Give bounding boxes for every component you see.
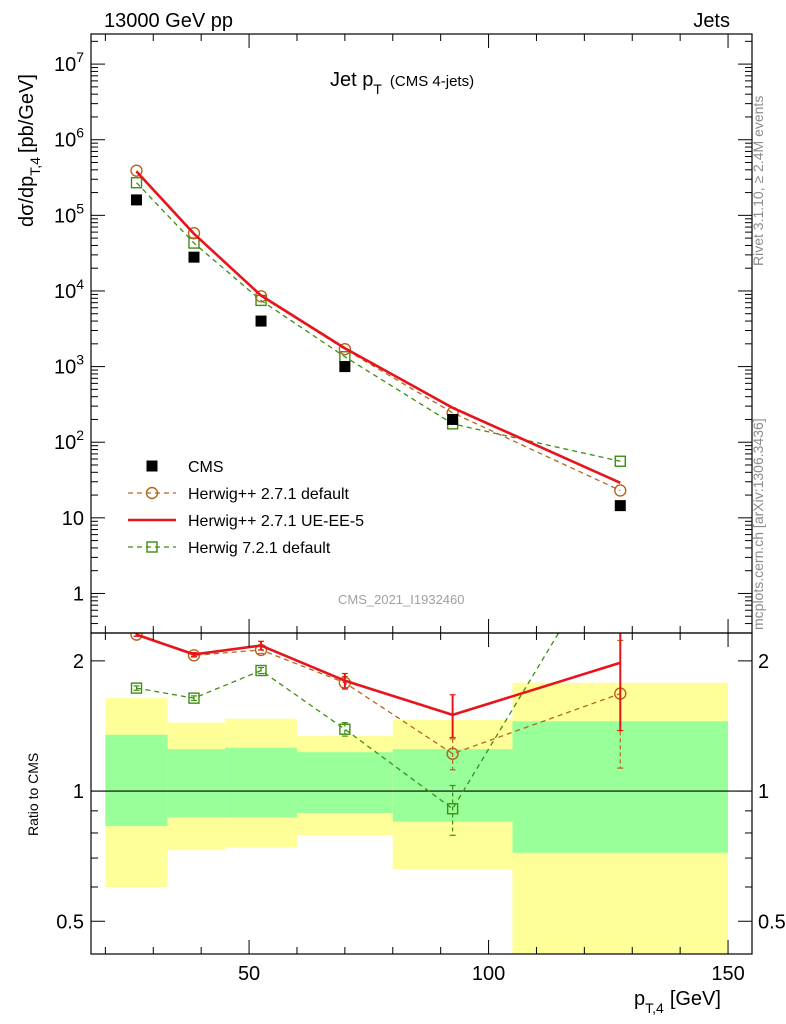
main-y-tick-label: 102 (54, 427, 84, 454)
energy-label: 13000 GeV pp (104, 10, 233, 32)
data-point (614, 500, 626, 512)
ratio-y-tick-label: 0.5 (56, 911, 84, 933)
category-label: Jets (693, 10, 730, 32)
green-band (167, 749, 226, 818)
watermark: CMS_2021_I1932460 (338, 592, 465, 607)
data-point (339, 723, 351, 735)
data-point (145, 486, 159, 500)
data-point (130, 682, 143, 694)
main-title: Jet pT (CMS 4-jets) (330, 69, 474, 97)
data-point (187, 649, 201, 662)
mcplots-label: mcplots.cern.ch [arXiv:1306.3436] (750, 418, 766, 630)
x-tick-label: 150 (711, 963, 744, 985)
data-point (130, 177, 143, 189)
main-y-tick-label: 104 (54, 276, 84, 303)
ratio-y-tick-label: 0.5 (758, 911, 786, 933)
ratio-y-tick-label: 2 (758, 651, 769, 673)
legend-marker (146, 460, 158, 472)
ratio-y-axis-label: Ratio to CMS (25, 753, 41, 836)
series-line (136, 182, 621, 462)
legend-label: CMS (188, 459, 224, 476)
ratio-y-tick-label: 1 (73, 781, 84, 803)
data-point (446, 803, 459, 815)
x-tick-label: 50 (238, 963, 260, 985)
main-plot-series (130, 164, 627, 512)
green-band (225, 747, 297, 818)
main-y-axis-label: dσ/dpT,4[pb/GeV] (16, 74, 43, 227)
main-y-tick-label: 10 (62, 508, 84, 530)
series-line (135, 170, 621, 485)
data-point (446, 747, 459, 760)
legend-label: Herwig 7.2.1 default (188, 540, 331, 557)
ratio-y-tick-label: 1 (758, 781, 769, 803)
green-band (512, 721, 729, 853)
series-line (136, 633, 560, 810)
ratio-uncertainty-bands (91, 682, 752, 954)
legend-label: Herwig++ 2.7.1 UE-EE-5 (188, 513, 364, 530)
data-point (130, 164, 143, 177)
ratio-plot-series (130, 526, 627, 836)
main-y-tick-label: 105 (54, 200, 84, 227)
data-point (131, 194, 143, 206)
data-point (188, 692, 200, 704)
data-point (187, 227, 201, 240)
main-y-tick-label: 103 (54, 352, 84, 379)
series-line (136, 634, 621, 755)
data-point (146, 541, 158, 553)
green-band (105, 734, 168, 827)
legend-label: Herwig++ 2.7.1 default (188, 486, 350, 503)
series-line (136, 633, 621, 717)
axes: 1 10 102 103 104 105 106 107 50 100 150 0.5 0.5 1 1 2 2 (54, 34, 786, 985)
data-point (447, 413, 459, 425)
main-y-tick-label: 107 (54, 49, 84, 76)
data-point (338, 342, 352, 356)
main-y-tick-label: 106 (54, 125, 84, 152)
rivet-label: Rivet 3.1.10, ≥ 2.4M events (750, 96, 766, 266)
ratio-plot-frame (90, 632, 753, 955)
main-y-tick-label: 1 (73, 583, 84, 605)
x-tick-label: 100 (472, 963, 505, 985)
green-band (296, 752, 393, 813)
x-axis-label: pT,4 [GeV] (634, 988, 721, 1016)
series-line (136, 170, 621, 492)
data-point (255, 664, 267, 677)
data-point (339, 361, 351, 373)
data-point (615, 526, 625, 536)
data-point (255, 315, 267, 327)
data-point (614, 455, 626, 467)
data-point (254, 290, 268, 303)
data-point (614, 484, 627, 497)
ratio-y-tick-label: 2 (73, 651, 84, 673)
legend: CMS Herwig++ 2.7.1 default Herwig++ 2.7.1 … (128, 459, 364, 557)
data-point (188, 251, 200, 263)
data-point (130, 633, 143, 641)
